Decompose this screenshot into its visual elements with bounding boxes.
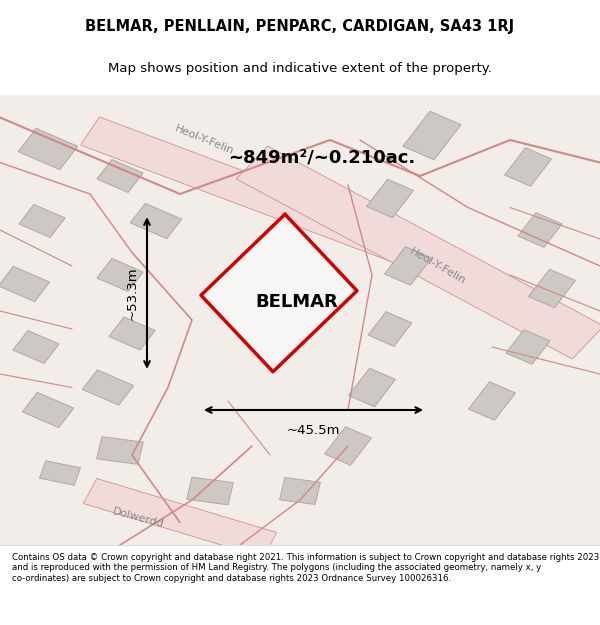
Polygon shape bbox=[187, 477, 233, 505]
Polygon shape bbox=[18, 128, 78, 170]
Polygon shape bbox=[201, 214, 357, 372]
Polygon shape bbox=[469, 382, 515, 420]
Polygon shape bbox=[280, 478, 320, 504]
Polygon shape bbox=[19, 204, 65, 238]
Text: BELMAR: BELMAR bbox=[256, 293, 338, 311]
Polygon shape bbox=[97, 259, 143, 291]
Polygon shape bbox=[349, 368, 395, 407]
Text: Heol-Y-Felin: Heol-Y-Felin bbox=[408, 246, 468, 286]
Text: Contains OS data © Crown copyright and database right 2021. This information is : Contains OS data © Crown copyright and d… bbox=[12, 553, 599, 582]
Polygon shape bbox=[529, 269, 575, 308]
Polygon shape bbox=[385, 247, 431, 285]
Text: Map shows position and indicative extent of the property.: Map shows position and indicative extent… bbox=[108, 62, 492, 75]
Polygon shape bbox=[82, 370, 134, 405]
PathPatch shape bbox=[83, 479, 277, 558]
Polygon shape bbox=[403, 111, 461, 160]
Text: ~45.5m: ~45.5m bbox=[287, 424, 340, 437]
Polygon shape bbox=[109, 317, 155, 350]
Polygon shape bbox=[367, 179, 413, 218]
Polygon shape bbox=[518, 213, 562, 248]
Polygon shape bbox=[368, 312, 412, 346]
Polygon shape bbox=[325, 427, 371, 465]
Polygon shape bbox=[22, 392, 74, 428]
Text: ~849m²/~0.210ac.: ~849m²/~0.210ac. bbox=[228, 149, 415, 167]
PathPatch shape bbox=[80, 117, 460, 280]
Text: Dolwerdd: Dolwerdd bbox=[111, 506, 165, 530]
Text: Heol-Y-Felin: Heol-Y-Felin bbox=[173, 124, 235, 156]
Polygon shape bbox=[97, 437, 143, 464]
Polygon shape bbox=[97, 159, 143, 192]
Polygon shape bbox=[506, 329, 550, 364]
PathPatch shape bbox=[236, 146, 600, 359]
Text: BELMAR, PENLLAIN, PENPARC, CARDIGAN, SA43 1RJ: BELMAR, PENLLAIN, PENPARC, CARDIGAN, SA4… bbox=[85, 19, 515, 34]
Polygon shape bbox=[0, 266, 50, 302]
Polygon shape bbox=[505, 148, 551, 186]
Polygon shape bbox=[40, 461, 80, 485]
Polygon shape bbox=[13, 331, 59, 364]
Polygon shape bbox=[130, 203, 182, 239]
Text: ~53.3m: ~53.3m bbox=[125, 266, 139, 320]
